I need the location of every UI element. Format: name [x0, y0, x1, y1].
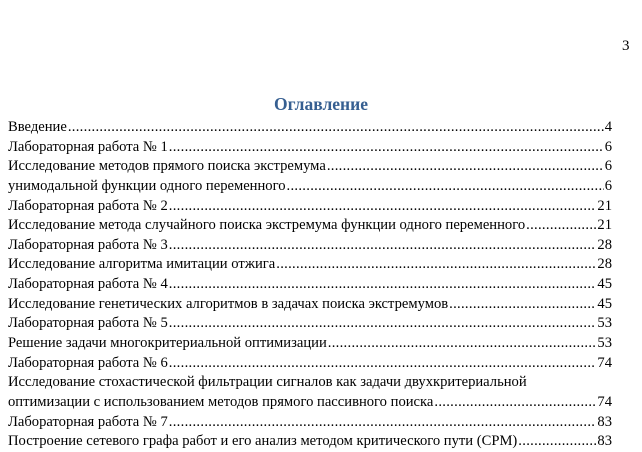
toc-page-number: 45: [597, 295, 612, 312]
toc-entry[interactable]: унимодальной функции одного переменного 6: [8, 177, 612, 197]
dot-leader: [526, 216, 596, 236]
dot-leader: [68, 118, 604, 138]
toc-page-number: 53: [597, 315, 612, 332]
toc-page-number: 21: [597, 197, 612, 214]
toc-page-number: 45: [597, 276, 612, 293]
toc-page-number: 74: [597, 354, 612, 371]
toc-entry-text: Лабораторная работа № 7: [8, 413, 168, 430]
toc-entry-text: Исследование методов прямого поиска экст…: [8, 158, 326, 175]
toc-page-number: 83: [597, 413, 612, 430]
toc-page-number: 6: [604, 177, 612, 194]
toc-entry[interactable]: Решение задачи многокритериальной оптими…: [8, 334, 612, 354]
toc-page-number: 28: [597, 236, 612, 253]
toc-entry-text: Лабораторная работа № 1: [8, 138, 168, 155]
toc-entry[interactable]: Лабораторная работа № 7 83: [8, 413, 612, 433]
toc-page-number: 28: [597, 256, 612, 273]
toc-entry[interactable]: Лабораторная работа № 2 21: [8, 197, 612, 217]
toc-page-number: 53: [597, 335, 612, 352]
dot-leader: [169, 314, 597, 334]
toc-entry-text: Исследование метода случайного поиска эк…: [8, 217, 526, 234]
toc-entry-text: Лабораторная работа № 4: [8, 276, 168, 293]
dot-leader: [449, 295, 596, 315]
dot-leader: [518, 432, 596, 452]
toc-entry-text: Лабораторная работа № 5: [8, 315, 168, 332]
toc-entry[interactable]: Исследование методов прямого поиска экст…: [8, 157, 612, 177]
dot-leader: [328, 334, 597, 354]
toc-entry-text: Лабораторная работа № 6: [8, 354, 168, 371]
toc-page-number: 6: [604, 138, 612, 155]
toc-page-number: 6: [604, 158, 612, 175]
dot-leader: [169, 413, 597, 433]
toc-page-number: 4: [604, 119, 612, 135]
toc-page-number: 74: [597, 393, 612, 410]
toc-entry-text: Исследование алгоритма имитации отжига: [8, 256, 276, 273]
toc-entry[interactable]: Исследование алгоритма имитации отжига 28: [8, 255, 612, 275]
toc-entry[interactable]: Лабораторная работа № 1 6: [8, 138, 612, 158]
dot-leader: [276, 255, 596, 275]
toc-entry-text: Построение сетевого графа работ и его ан…: [8, 433, 518, 450]
dot-leader: [327, 157, 604, 177]
dot-leader: [169, 236, 597, 256]
toc-entry-text: Решение задачи многокритериальной оптими…: [8, 335, 327, 352]
dot-leader: [169, 138, 604, 158]
toc-entry[interactable]: Лабораторная работа № 6 74: [8, 354, 612, 374]
toc-entry-text: Введение: [8, 119, 67, 135]
toc-entry-text: Лабораторная работа № 3: [8, 236, 168, 253]
toc-entry[interactable]: Исследование стохастической фильтрации с…: [8, 373, 612, 393]
toc-entry-text: оптимизации с использованием методов пря…: [8, 393, 434, 410]
toc-entry[interactable]: оптимизации с использованием методов пря…: [8, 393, 612, 413]
page-number: 3: [622, 38, 630, 54]
dot-leader: [434, 393, 596, 413]
toc-page-number: 21: [597, 217, 612, 234]
toc-page-number: 83: [597, 433, 612, 450]
table-of-contents: Введение 4 Лабораторная работа № 1 6 Исследо…: [8, 118, 612, 452]
toc-entry[interactable]: Исследование генетических алгоритмов в з…: [8, 295, 612, 315]
toc-entry[interactable]: Построение сетевого графа работ и его ан…: [8, 432, 612, 452]
toc-entry-text: Исследование генетических алгоритмов в з…: [8, 295, 449, 312]
dot-leader: [169, 197, 597, 217]
toc-entry[interactable]: Лабораторная работа № 3 28: [8, 236, 612, 256]
dot-leader: [169, 354, 597, 374]
toc-entry[interactable]: Лабораторная работа № 5 53: [8, 314, 612, 334]
dot-leader: [169, 275, 597, 295]
toc-entry[interactable]: Введение 4: [8, 118, 612, 138]
toc-title: Оглавление: [274, 94, 368, 114]
dot-leader: [287, 177, 604, 197]
toc-entry-text: Лабораторная работа № 2: [8, 197, 168, 214]
toc-entry[interactable]: Лабораторная работа № 4 45: [8, 275, 612, 295]
toc-entry-text: Исследование стохастической фильтрации с…: [8, 374, 527, 391]
toc-entry[interactable]: Исследование метода случайного поиска эк…: [8, 216, 612, 236]
toc-entry-text: унимодальной функции одного переменного: [8, 177, 286, 194]
